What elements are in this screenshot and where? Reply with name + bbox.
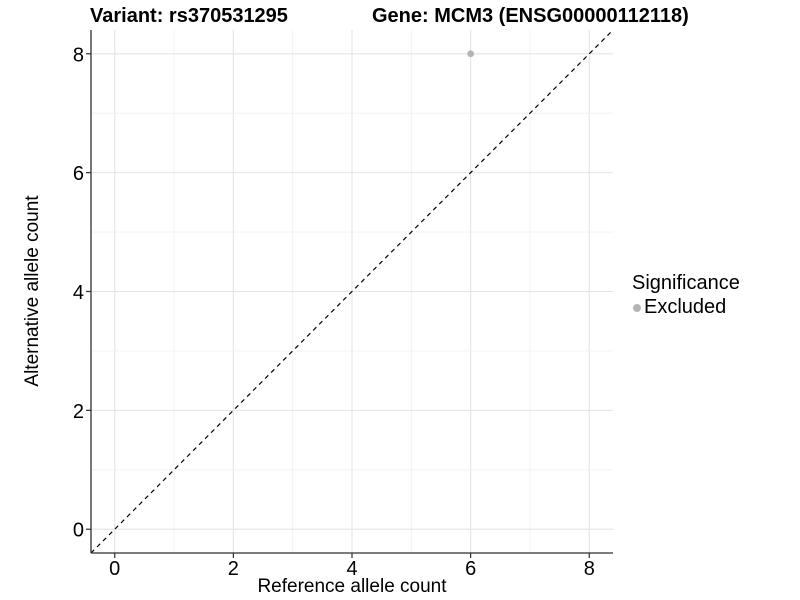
x-axis-title: Reference allele count [257,576,447,597]
y-tick-label: 4 [73,282,84,304]
legend-title: Significance [632,272,740,294]
gene-title: Gene: MCM3 (ENSG00000112118) [372,5,689,27]
variant-title: Variant: rs370531295 [90,5,288,27]
excluded-point-icon [633,303,641,312]
y-tick-label: 0 [73,520,84,542]
x-tick-label: 2 [228,558,239,580]
identity-line [90,29,614,554]
data-point [467,50,475,58]
legend-item-excluded: Excluded [632,296,740,319]
y-tick-label: 2 [73,401,84,423]
y-tick-label: 8 [73,44,84,66]
x-tick-label: 8 [584,558,595,580]
x-tick-label: 0 [109,558,120,580]
x-tick-label: 6 [465,558,476,580]
y-axis-title: Alternative allele count [22,195,43,387]
legend: Significance Excluded [632,272,740,319]
y-tick-label: 6 [73,163,84,185]
legend-item-label: Excluded [644,296,727,318]
x-tick-label: 4 [346,558,357,580]
